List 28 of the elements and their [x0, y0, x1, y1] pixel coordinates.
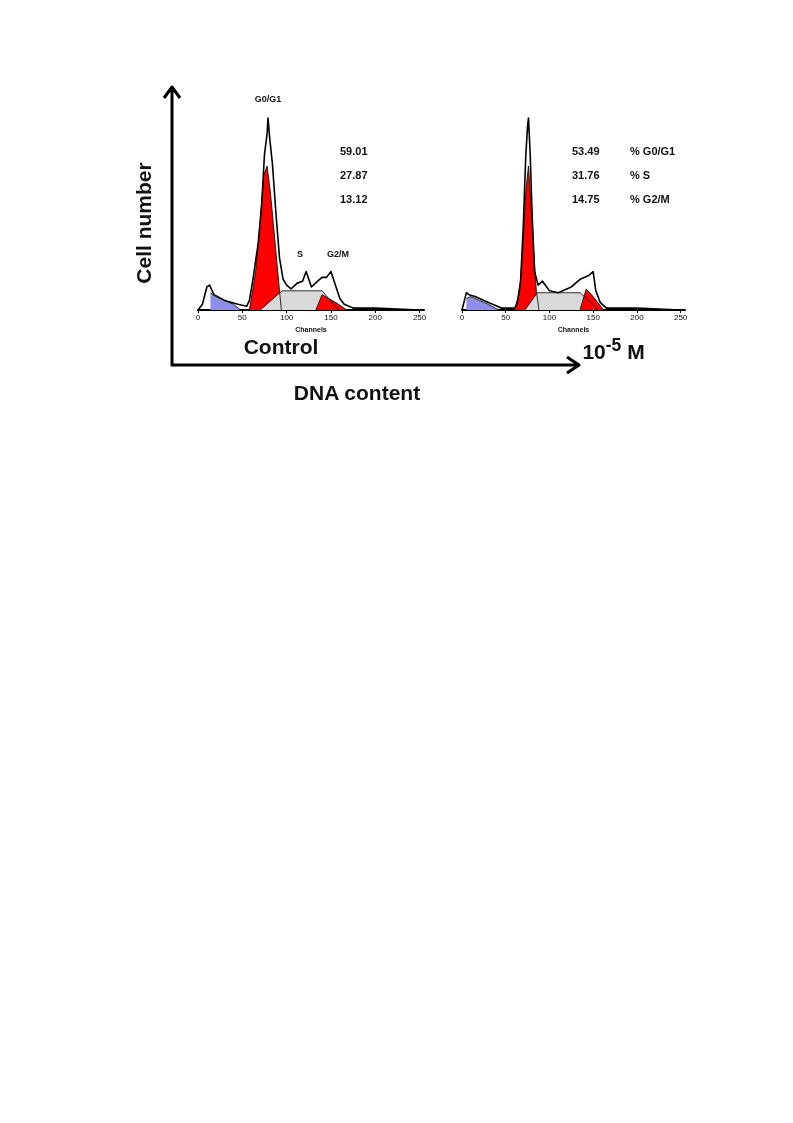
annotation: 27.87	[340, 169, 368, 181]
x-tick-label: 150	[586, 312, 601, 322]
y-axis-title: Cell number	[132, 161, 156, 284]
annotation: G2/M	[326, 249, 350, 259]
annotation: % G2/M	[630, 193, 670, 205]
x-tick-label: 0	[459, 312, 465, 322]
x-tick-label: 50	[237, 312, 248, 322]
x-tick-label: 100	[542, 312, 557, 322]
x-tick-label: 250	[673, 312, 688, 322]
annotation: S	[296, 249, 304, 259]
annotation: 13.12	[340, 193, 368, 205]
annotation: 14.75	[572, 193, 600, 205]
annotation: 53.49	[572, 145, 600, 157]
text: 10$^{-5}$ M	[582, 335, 645, 364]
x-tick-label: 200	[630, 312, 645, 322]
annotation: 59.01	[340, 145, 368, 157]
x-tick-label: 250	[412, 312, 427, 322]
text: Control	[243, 335, 319, 359]
annotation: 31.76	[572, 169, 600, 181]
x-tick-label: 50	[501, 312, 511, 322]
text: DNA content	[293, 381, 421, 405]
x-tick-label: 100	[279, 312, 294, 322]
annotation: % S	[630, 169, 651, 181]
text: G0/G1	[254, 94, 282, 104]
x-tick-label: 0	[195, 312, 201, 322]
annotation: % G0/G1	[630, 145, 676, 157]
x-tick-label: 150	[324, 312, 339, 322]
x-tick-label: 200	[368, 312, 383, 322]
